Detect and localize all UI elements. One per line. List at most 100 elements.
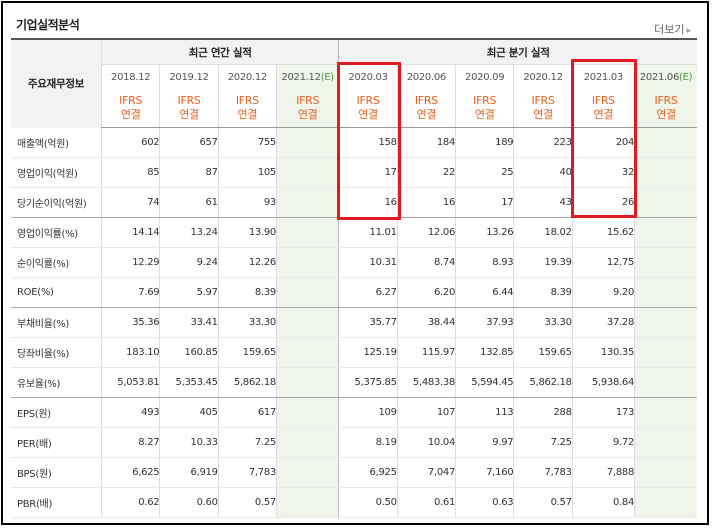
value-cell: 35.36 <box>101 307 160 338</box>
value-cell <box>275 487 339 518</box>
value-cell: 0.84 <box>571 487 635 518</box>
value-cell <box>634 397 697 428</box>
value-cell: 10.04 <box>396 427 456 458</box>
value-cell: 8.74 <box>396 247 456 278</box>
basis-cell: IFRS 연결 <box>275 89 339 128</box>
period-header: 2020.06 <box>396 64 456 89</box>
value-cell: 5,375.85 <box>338 367 398 398</box>
estimate-mark: (E) <box>320 71 335 83</box>
value-cell: 8.93 <box>455 247 514 278</box>
value-cell <box>275 307 339 338</box>
more-label: 더보기 <box>654 23 685 36</box>
value-cell <box>634 247 697 278</box>
value-cell: 13.90 <box>217 217 277 248</box>
value-cell: 17 <box>338 157 398 188</box>
value-cell: 107 <box>396 397 456 428</box>
value-cell: 11.01 <box>338 217 398 248</box>
basis-cell: IFRS 연결 <box>634 89 697 128</box>
value-cell <box>634 367 697 398</box>
period-header: 2019.12 <box>159 64 219 89</box>
value-cell: 9.20 <box>571 277 635 308</box>
row-label: BPS(원) <box>11 457 102 488</box>
basis-cell: IFRS 연결 <box>396 89 456 128</box>
value-cell <box>275 457 339 488</box>
value-cell <box>275 217 339 248</box>
value-cell: 6,919 <box>159 457 219 488</box>
value-cell: 17 <box>455 187 514 218</box>
value-cell <box>275 277 339 308</box>
chevron-right-icon: ▸ <box>686 26 691 36</box>
value-cell: 0.62 <box>101 487 160 518</box>
row-label: ROE(%) <box>11 277 102 308</box>
value-cell: 38.44 <box>396 307 456 338</box>
value-cell: 7.25 <box>217 427 277 458</box>
basis-cell: IFRS 연결 <box>101 89 160 128</box>
value-cell: 12.06 <box>396 217 456 248</box>
value-cell: 9.72 <box>571 427 635 458</box>
row-label: 영업이익(억원) <box>11 157 102 188</box>
period-header: 2018.12 <box>101 64 160 89</box>
value-cell: 43 <box>513 187 573 218</box>
table-row: 영업이익(억원) 85 87 105 17 22 25 40 32 <box>11 157 697 188</box>
basis-cell: IFRS 연결 <box>159 89 219 128</box>
row-label: PBR(배) <box>11 487 102 518</box>
value-cell: 15.62 <box>571 217 635 248</box>
value-cell: 5,862.18 <box>217 367 277 398</box>
value-cell: 5,594.45 <box>455 367 514 398</box>
value-cell <box>634 217 697 248</box>
basis-cell: IFRS 연결 <box>217 89 277 128</box>
value-cell: 37.93 <box>455 307 514 338</box>
value-cell: 14.14 <box>101 217 160 248</box>
row-label: PER(배) <box>11 427 102 458</box>
value-cell: 10.33 <box>159 427 219 458</box>
row-label: 매출액(억원) <box>11 127 102 158</box>
value-cell: 6,925 <box>338 457 398 488</box>
value-cell: 105 <box>217 157 277 188</box>
value-cell: 9.97 <box>455 427 514 458</box>
value-cell: 10.31 <box>338 247 398 278</box>
value-cell: 85 <box>101 157 160 188</box>
table-row: 순이익률(%) 12.29 9.24 12.26 10.31 8.74 8.93 19.39 1… <box>11 247 697 278</box>
value-cell: 7,783 <box>217 457 277 488</box>
value-cell: 109 <box>338 397 398 428</box>
value-cell: 16 <box>338 187 398 218</box>
value-cell: 33.30 <box>513 307 573 338</box>
value-cell: 7,783 <box>513 457 573 488</box>
more-link[interactable]: 더보기 ▸ <box>654 21 691 37</box>
basis-cell: IFRS 연결 <box>571 89 635 128</box>
estimate-mark: (E) <box>679 71 693 83</box>
period-header: 2021.03 <box>571 64 635 89</box>
table-row: 영업이익률(%) 14.14 13.24 13.90 11.01 12.06 13.26 18… <box>11 217 697 248</box>
value-cell <box>634 157 697 188</box>
value-cell <box>275 397 339 428</box>
value-cell: 5,862.18 <box>513 367 573 398</box>
value-cell: 74 <box>101 187 160 218</box>
period-header: 2020.03 <box>338 64 398 89</box>
value-cell: 61 <box>159 187 219 218</box>
table-row: 매출액(억원) 602 657 755 158 184 189 223 204 <box>11 127 697 158</box>
value-cell: 493 <box>101 397 160 428</box>
value-cell: 7.25 <box>513 427 573 458</box>
value-cell: 6.20 <box>396 277 456 308</box>
value-cell: 9.24 <box>159 247 219 278</box>
value-cell: 33.30 <box>217 307 277 338</box>
value-cell: 223 <box>513 127 573 158</box>
value-cell: 6.27 <box>338 277 398 308</box>
value-cell: 204 <box>571 127 635 158</box>
value-cell: 32 <box>571 157 635 188</box>
table-row: EPS(원) 493 405 617 109 107 113 288 173 <box>11 397 697 428</box>
row-label: 유보율(%) <box>11 367 102 398</box>
value-cell: 159.65 <box>513 337 573 368</box>
row-label: 부채비율(%) <box>11 307 102 338</box>
value-cell: 0.57 <box>513 487 573 518</box>
value-cell: 158 <box>338 127 398 158</box>
value-cell: 7,047 <box>396 457 456 488</box>
value-cell: 160.85 <box>159 337 219 368</box>
value-cell: 93 <box>217 187 277 218</box>
value-cell: 6.44 <box>455 277 514 308</box>
value-cell: 113 <box>455 397 514 428</box>
value-cell: 115.97 <box>396 337 456 368</box>
table-row: 당좌비율(%) 183.10 160.85 159.65 125.19 115.97 132… <box>11 337 697 368</box>
row-label: 당좌비율(%) <box>11 337 102 368</box>
quarter-group-header: 최근 분기 실적 <box>338 38 697 65</box>
